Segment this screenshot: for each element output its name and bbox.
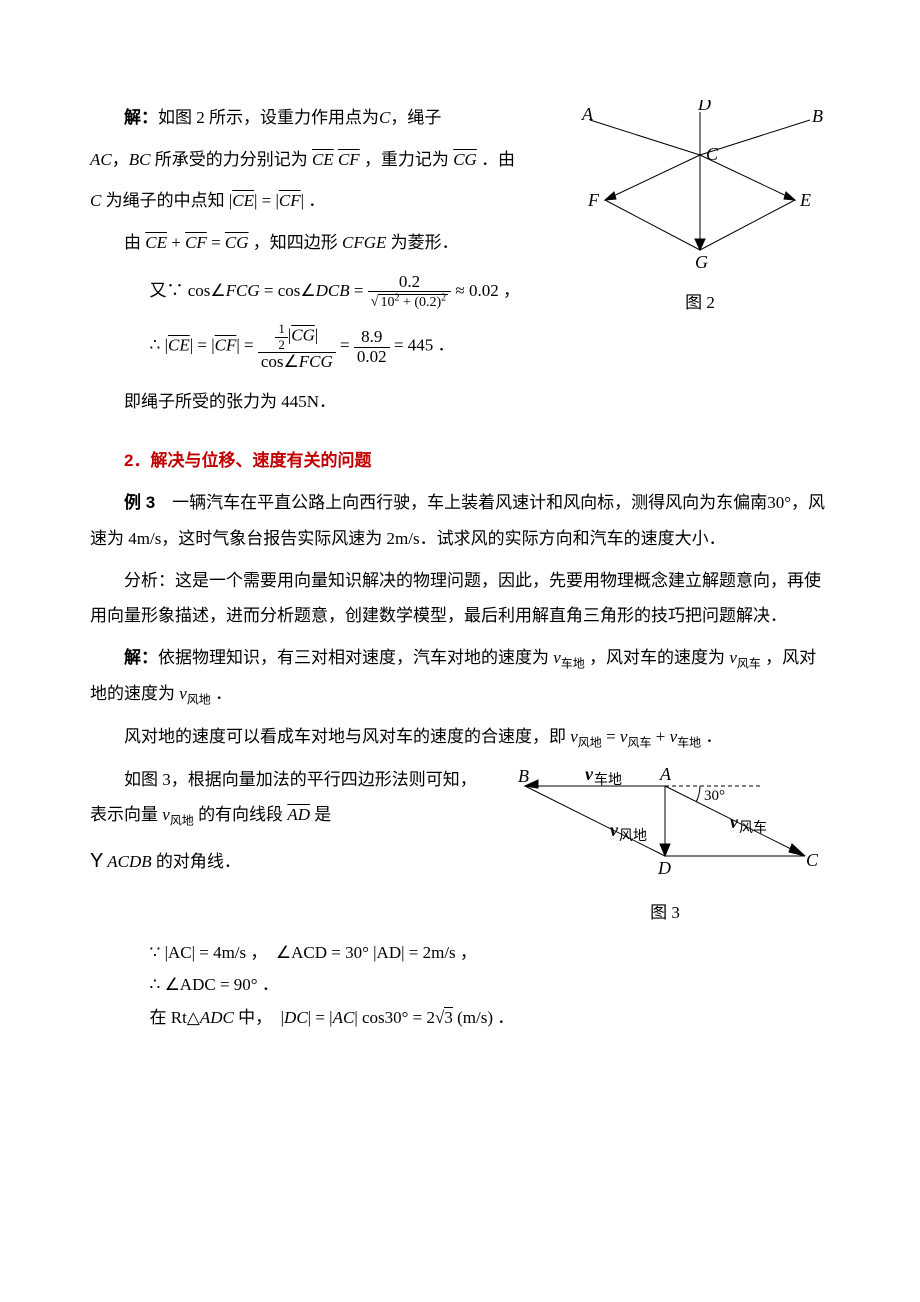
parallelogram-symbol: Y (90, 850, 103, 872)
equation-given: ∵ |AC| = 4m/s ， ∠ACD = 30° |AD| = 2m/s ， (150, 943, 831, 963)
svg-text:车地: 车地 (594, 771, 622, 788)
svg-text:30°: 30° (704, 788, 725, 804)
fig3-label-A: A (659, 766, 672, 784)
fig2-label-C: C (706, 144, 719, 164)
fig2-label-A: A (581, 104, 594, 124)
fig3-label-C: C (806, 850, 819, 870)
fig3-label-D: D (657, 858, 671, 878)
figure-2-caption: 图 2 (570, 285, 830, 321)
vec-CF: CF (338, 150, 360, 169)
solution2-para-2: 风对地的速度可以看成车对地与风对车的速度的合速度，即 v风地 = v风车 + v… (90, 719, 830, 756)
fig2-label-G: G (695, 252, 708, 270)
svg-text:风车: 风车 (739, 819, 767, 836)
figure-3-svg: B A C D v 车地 v 风地 v 风车 30° (500, 766, 830, 881)
example-3: 例 3 一辆汽车在平直公路上向西行驶，车上装着风速计和风向标，测得风向为东偏南3… (90, 485, 830, 556)
vec-CG: CG (453, 150, 477, 169)
figure-2: A D B C F E G 图 2 (570, 100, 830, 320)
fig3-vwindcar: v (730, 812, 739, 832)
analysis-para: 分析：这是一个需要用向量知识解决的物理问题，因此，先要用物理概念建立解题意向，再… (90, 563, 830, 634)
solution2-para-1: 解：依据物理知识，有三对相对速度，汽车对地的速度为 v车地 ，风对车的速度为 v… (90, 640, 830, 713)
equation-dc: 在 Rt△ADC 中， |DC| = |AC| cos30° = 2√3 (m/… (150, 1008, 831, 1028)
result-tension: 即绳子所受的张力为 445N． (90, 384, 830, 420)
label-solution: 解： (124, 108, 158, 127)
vec-CE: CE (312, 150, 334, 169)
equation-adc: ∴ ∠ADC = 90° ． (150, 975, 831, 995)
fig2-label-E: E (799, 190, 811, 210)
figure-3: B A C D v 车地 v 风地 v 风车 30° 图 3 (500, 766, 830, 931)
fig2-label-F: F (587, 190, 600, 210)
equation-ce-cf: ∴ |CE| = |CF| = 1 2 |CG| cos∠FCG = 8.9 0… (150, 322, 831, 371)
fig3-vcar: v (585, 766, 594, 784)
fig3-label-B: B (518, 766, 529, 786)
svg-text:风地: 风地 (619, 828, 647, 844)
fig2-label-D: D (697, 100, 711, 114)
section-2-heading: 2．解决与位移、速度有关的问题 (90, 443, 830, 479)
figure-3-caption: 图 3 (500, 895, 830, 931)
fig3-vwind: v (610, 820, 619, 840)
example-3-label: 例 3 (124, 493, 155, 512)
fig2-label-B: B (812, 106, 823, 126)
figure-2-svg: A D B C F E G (570, 100, 830, 270)
